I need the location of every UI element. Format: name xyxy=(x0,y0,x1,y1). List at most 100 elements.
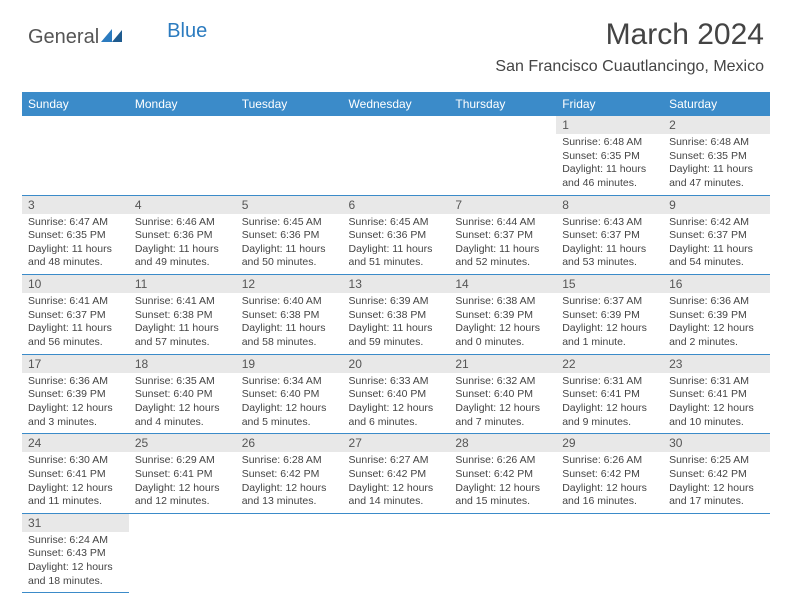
calendar-cell xyxy=(556,513,663,593)
day-details: Sunrise: 6:24 AMSunset: 6:43 PMDaylight:… xyxy=(22,532,129,593)
day-details: Sunrise: 6:34 AMSunset: 6:40 PMDaylight:… xyxy=(236,373,343,434)
day-number: 28 xyxy=(449,434,556,452)
day-number: 24 xyxy=(22,434,129,452)
calendar-cell: 21Sunrise: 6:32 AMSunset: 6:40 PMDayligh… xyxy=(449,354,556,434)
logo-icon xyxy=(101,26,123,49)
dayname-header: Saturday xyxy=(663,92,770,116)
calendar-cell xyxy=(236,116,343,195)
day-details: Sunrise: 6:42 AMSunset: 6:37 PMDaylight:… xyxy=(663,214,770,275)
day-details: Sunrise: 6:36 AMSunset: 6:39 PMDaylight:… xyxy=(663,293,770,354)
day-number: 7 xyxy=(449,196,556,214)
logo-text-2: Blue xyxy=(167,20,207,43)
day-number: 16 xyxy=(663,275,770,293)
day-number: 9 xyxy=(663,196,770,214)
day-number: 29 xyxy=(556,434,663,452)
calendar-cell xyxy=(22,116,129,195)
day-number: 12 xyxy=(236,275,343,293)
dayname-header: Monday xyxy=(129,92,236,116)
calendar-cell: 29Sunrise: 6:26 AMSunset: 6:42 PMDayligh… xyxy=(556,434,663,514)
calendar-cell xyxy=(129,116,236,195)
day-number: 30 xyxy=(663,434,770,452)
calendar-cell: 6Sunrise: 6:45 AMSunset: 6:36 PMDaylight… xyxy=(343,195,450,275)
calendar-cell: 13Sunrise: 6:39 AMSunset: 6:38 PMDayligh… xyxy=(343,275,450,355)
day-details: Sunrise: 6:39 AMSunset: 6:38 PMDaylight:… xyxy=(343,293,450,354)
day-details: Sunrise: 6:44 AMSunset: 6:37 PMDaylight:… xyxy=(449,214,556,275)
calendar-cell: 23Sunrise: 6:31 AMSunset: 6:41 PMDayligh… xyxy=(663,354,770,434)
day-details: Sunrise: 6:47 AMSunset: 6:35 PMDaylight:… xyxy=(22,214,129,275)
day-details: Sunrise: 6:26 AMSunset: 6:42 PMDaylight:… xyxy=(449,452,556,513)
day-number: 23 xyxy=(663,355,770,373)
calendar-cell xyxy=(449,513,556,593)
day-number: 18 xyxy=(129,355,236,373)
calendar-cell: 28Sunrise: 6:26 AMSunset: 6:42 PMDayligh… xyxy=(449,434,556,514)
calendar-table: SundayMondayTuesdayWednesdayThursdayFrid… xyxy=(22,92,770,593)
calendar-cell xyxy=(343,116,450,195)
day-number: 20 xyxy=(343,355,450,373)
day-details: Sunrise: 6:31 AMSunset: 6:41 PMDaylight:… xyxy=(663,373,770,434)
calendar-cell: 17Sunrise: 6:36 AMSunset: 6:39 PMDayligh… xyxy=(22,354,129,434)
calendar-cell: 27Sunrise: 6:27 AMSunset: 6:42 PMDayligh… xyxy=(343,434,450,514)
calendar-cell xyxy=(663,513,770,593)
calendar-cell: 24Sunrise: 6:30 AMSunset: 6:41 PMDayligh… xyxy=(22,434,129,514)
calendar-cell xyxy=(236,513,343,593)
dayname-header: Wednesday xyxy=(343,92,450,116)
calendar-cell: 20Sunrise: 6:33 AMSunset: 6:40 PMDayligh… xyxy=(343,354,450,434)
day-number: 19 xyxy=(236,355,343,373)
calendar-cell: 9Sunrise: 6:42 AMSunset: 6:37 PMDaylight… xyxy=(663,195,770,275)
calendar-cell: 10Sunrise: 6:41 AMSunset: 6:37 PMDayligh… xyxy=(22,275,129,355)
calendar-cell: 4Sunrise: 6:46 AMSunset: 6:36 PMDaylight… xyxy=(129,195,236,275)
day-details: Sunrise: 6:37 AMSunset: 6:39 PMDaylight:… xyxy=(556,293,663,354)
day-number: 31 xyxy=(22,514,129,532)
day-details: Sunrise: 6:45 AMSunset: 6:36 PMDaylight:… xyxy=(343,214,450,275)
calendar-cell: 12Sunrise: 6:40 AMSunset: 6:38 PMDayligh… xyxy=(236,275,343,355)
day-details: Sunrise: 6:45 AMSunset: 6:36 PMDaylight:… xyxy=(236,214,343,275)
day-details: Sunrise: 6:41 AMSunset: 6:37 PMDaylight:… xyxy=(22,293,129,354)
day-details: Sunrise: 6:48 AMSunset: 6:35 PMDaylight:… xyxy=(556,134,663,195)
day-details: Sunrise: 6:32 AMSunset: 6:40 PMDaylight:… xyxy=(449,373,556,434)
day-number: 11 xyxy=(129,275,236,293)
location-text: San Francisco Cuautlancingo, Mexico xyxy=(495,58,764,76)
day-details: Sunrise: 6:36 AMSunset: 6:39 PMDaylight:… xyxy=(22,373,129,434)
day-details: Sunrise: 6:35 AMSunset: 6:40 PMDaylight:… xyxy=(129,373,236,434)
calendar-cell: 22Sunrise: 6:31 AMSunset: 6:41 PMDayligh… xyxy=(556,354,663,434)
day-details: Sunrise: 6:29 AMSunset: 6:41 PMDaylight:… xyxy=(129,452,236,513)
dayname-header: Friday xyxy=(556,92,663,116)
day-details: Sunrise: 6:27 AMSunset: 6:42 PMDaylight:… xyxy=(343,452,450,513)
day-details: Sunrise: 6:31 AMSunset: 6:41 PMDaylight:… xyxy=(556,373,663,434)
day-details: Sunrise: 6:48 AMSunset: 6:35 PMDaylight:… xyxy=(663,134,770,195)
day-number: 22 xyxy=(556,355,663,373)
day-details: Sunrise: 6:25 AMSunset: 6:42 PMDaylight:… xyxy=(663,452,770,513)
day-details: Sunrise: 6:41 AMSunset: 6:38 PMDaylight:… xyxy=(129,293,236,354)
day-number: 21 xyxy=(449,355,556,373)
calendar-cell: 18Sunrise: 6:35 AMSunset: 6:40 PMDayligh… xyxy=(129,354,236,434)
day-number: 10 xyxy=(22,275,129,293)
day-number: 25 xyxy=(129,434,236,452)
calendar-cell: 8Sunrise: 6:43 AMSunset: 6:37 PMDaylight… xyxy=(556,195,663,275)
calendar-cell: 1Sunrise: 6:48 AMSunset: 6:35 PMDaylight… xyxy=(556,116,663,195)
calendar-cell: 31Sunrise: 6:24 AMSunset: 6:43 PMDayligh… xyxy=(22,513,129,593)
day-details: Sunrise: 6:26 AMSunset: 6:42 PMDaylight:… xyxy=(556,452,663,513)
logo-text-1: General xyxy=(28,26,99,49)
day-number: 5 xyxy=(236,196,343,214)
calendar-cell: 7Sunrise: 6:44 AMSunset: 6:37 PMDaylight… xyxy=(449,195,556,275)
title-block: March 2024 San Francisco Cuautlancingo, … xyxy=(495,18,764,76)
day-number: 15 xyxy=(556,275,663,293)
day-number: 8 xyxy=(556,196,663,214)
day-details: Sunrise: 6:43 AMSunset: 6:37 PMDaylight:… xyxy=(556,214,663,275)
calendar-cell xyxy=(449,116,556,195)
day-details: Sunrise: 6:38 AMSunset: 6:39 PMDaylight:… xyxy=(449,293,556,354)
day-number: 13 xyxy=(343,275,450,293)
day-details: Sunrise: 6:46 AMSunset: 6:36 PMDaylight:… xyxy=(129,214,236,275)
day-number: 2 xyxy=(663,116,770,134)
dayname-header: Sunday xyxy=(22,92,129,116)
dayname-header: Tuesday xyxy=(236,92,343,116)
day-details: Sunrise: 6:28 AMSunset: 6:42 PMDaylight:… xyxy=(236,452,343,513)
calendar-cell: 14Sunrise: 6:38 AMSunset: 6:39 PMDayligh… xyxy=(449,275,556,355)
day-number: 3 xyxy=(22,196,129,214)
calendar-cell: 15Sunrise: 6:37 AMSunset: 6:39 PMDayligh… xyxy=(556,275,663,355)
calendar-cell xyxy=(343,513,450,593)
calendar-cell: 5Sunrise: 6:45 AMSunset: 6:36 PMDaylight… xyxy=(236,195,343,275)
day-number: 26 xyxy=(236,434,343,452)
calendar-cell: 25Sunrise: 6:29 AMSunset: 6:41 PMDayligh… xyxy=(129,434,236,514)
day-details: Sunrise: 6:33 AMSunset: 6:40 PMDaylight:… xyxy=(343,373,450,434)
